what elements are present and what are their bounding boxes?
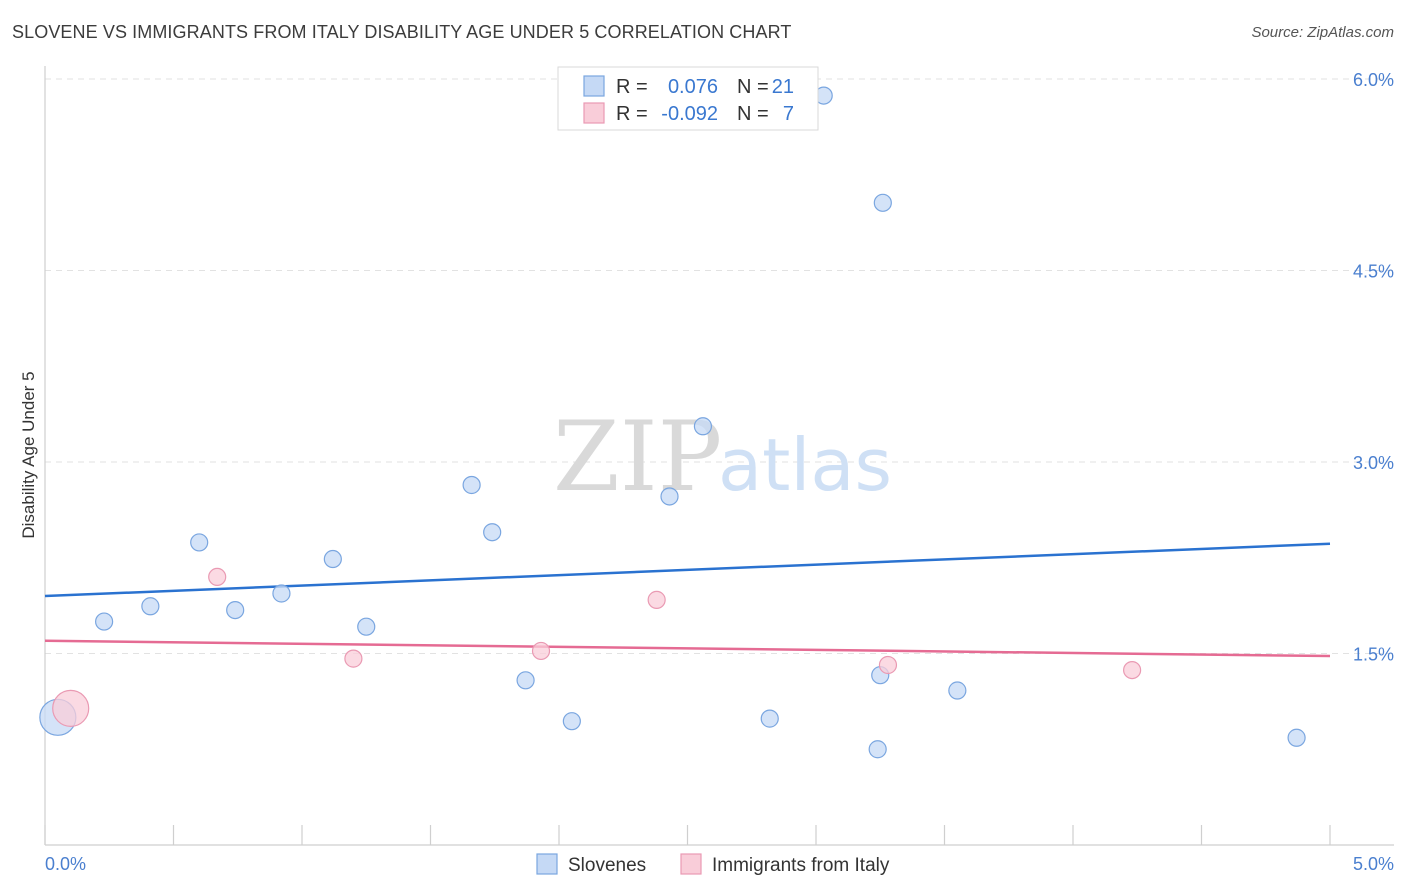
slovenes-point-9 xyxy=(483,523,502,542)
y-tick-label-2: 4.5% xyxy=(1353,262,1394,282)
legend-label-slovenes: Slovenes xyxy=(568,855,646,876)
italy-point-0 xyxy=(52,689,90,727)
watermark-zip: ZIP xyxy=(553,401,722,513)
slovenes-point-5 xyxy=(272,584,291,603)
slovenes-point-2 xyxy=(141,597,160,616)
y-tick-labels: 1.5% 3.0% 4.5% 6.0% xyxy=(1353,70,1394,665)
legend-n-label-1: N = xyxy=(737,76,769,98)
stats-legend: R = 0.076 N = 21 R = -0.092 N = 7 xyxy=(557,66,819,131)
legend-r-label-2: R = xyxy=(616,103,648,125)
slovenes-point-19 xyxy=(948,681,967,700)
y-tick-label-3: 6.0% xyxy=(1353,70,1394,90)
italy-point-5 xyxy=(878,655,898,675)
source-label: Source: ZipAtlas.com xyxy=(1251,24,1394,41)
slovenes-point-4 xyxy=(226,600,245,620)
legend-n-value-1: 21 xyxy=(772,76,794,98)
slovenes-point-14 xyxy=(760,709,779,728)
legend-swatch-italy xyxy=(583,102,605,124)
slovenes-point-18 xyxy=(868,740,887,759)
axes xyxy=(44,66,1394,846)
trend-lines xyxy=(44,542,1331,658)
slovenes-point-13 xyxy=(693,417,713,436)
italy-point-3 xyxy=(531,641,551,661)
slovenes-point-3 xyxy=(190,533,209,552)
y-tick-label-0: 1.5% xyxy=(1353,645,1394,665)
slovenes-point-10 xyxy=(516,671,535,690)
slovenes-point-12 xyxy=(660,487,679,506)
x-tick-label-0: 0.0% xyxy=(45,854,86,874)
slovenes-point-20 xyxy=(1287,728,1306,747)
legend-n-value-2: 7 xyxy=(783,103,794,125)
slovenes-point-1 xyxy=(95,612,114,631)
slovenes-point-8 xyxy=(462,475,481,495)
slovenes-point-17 xyxy=(873,193,892,212)
slovenes-point-6 xyxy=(323,549,342,569)
watermark: ZIP atlas xyxy=(553,401,892,513)
y-axis-label: Disability Age Under 5 xyxy=(19,371,38,538)
legend-label-italy: Immigrants from Italy xyxy=(712,855,890,876)
x-tick-label-1: 5.0% xyxy=(1353,854,1394,874)
watermark-atlas: atlas xyxy=(718,423,892,507)
data-points xyxy=(39,86,1306,759)
legend-n-label-2: N = xyxy=(737,103,769,125)
bottom-legend-swatch-slovenes xyxy=(536,853,558,875)
italy-point-2 xyxy=(344,649,363,668)
bottom-legend-swatch-italy xyxy=(680,853,702,875)
x-tick-labels: 0.0% 5.0% xyxy=(45,854,1394,874)
slovenes-point-11 xyxy=(562,712,581,731)
italy-point-6 xyxy=(1123,660,1142,680)
italy-trend-line xyxy=(44,639,1331,658)
y-tick-label-1: 3.0% xyxy=(1353,453,1394,473)
legend-r-value-2: -0.092 xyxy=(661,103,718,125)
chart-title: SLOVENE VS IMMIGRANTS FROM ITALY DISABIL… xyxy=(12,22,792,42)
legend-r-value-1: 0.076 xyxy=(668,76,718,98)
series-legend: Slovenes Immigrants from Italy xyxy=(536,853,890,876)
italy-point-1 xyxy=(208,567,227,587)
slovenes-trend-line xyxy=(44,542,1331,598)
legend-r-label-1: R = xyxy=(616,76,648,98)
slovenes-point-7 xyxy=(357,617,376,636)
italy-point-4 xyxy=(647,590,666,609)
legend-swatch-slovenes xyxy=(583,75,605,97)
